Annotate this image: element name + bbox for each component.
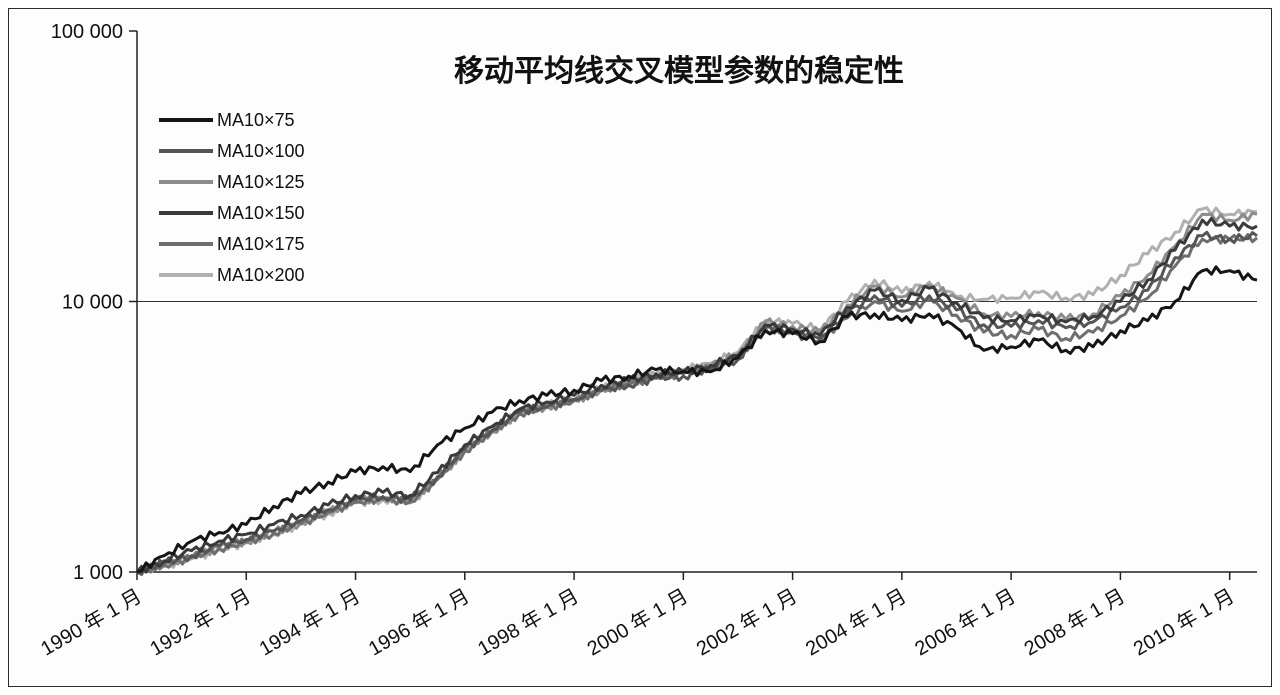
legend-label: MA10×75 [217, 110, 295, 130]
x-tick-label: 2006 年 1 月 [911, 584, 1020, 660]
x-tick-label: 1990 年 1 月 [37, 584, 146, 660]
legend-label: MA10×125 [217, 172, 305, 192]
x-tick-label: 2002 年 1 月 [692, 584, 801, 660]
x-axis-ticks: 1990 年 1 月 1992 年 1 月 1994 年 1 月 1996 年 1 月… [37, 572, 1238, 660]
legend-label: MA10×200 [217, 265, 305, 285]
y-axis-ticks: 1 000 10 000 100 000 [51, 21, 137, 584]
series-line-MA10×75 [136, 265, 1258, 574]
y-tick-label: 1 000 [73, 562, 123, 584]
legend: MA10×75 MA10×100 MA10×125 MA10×150 MA10×175 M… [159, 110, 305, 285]
x-tick-label: 1992 年 1 月 [146, 584, 255, 660]
y-tick-label: 10 000 [62, 292, 123, 314]
x-tick-label: 2010 年 1 月 [1129, 584, 1238, 660]
chart-frame: 移动平均线交叉模型参数的稳定性 1 000 10 000 100 000 1990 … [8, 8, 1272, 687]
x-tick-label: 2000 年 1 月 [583, 584, 692, 660]
chart-canvas: 移动平均线交叉模型参数的稳定性 1 000 10 000 100 000 1990 … [37, 21, 1258, 660]
x-tick-label: 1996 年 1 月 [365, 584, 474, 660]
legend-label: MA10×150 [217, 203, 305, 223]
x-tick-label: 2008 年 1 月 [1020, 584, 1129, 660]
x-tick-label: 1998 年 1 月 [474, 584, 583, 660]
x-tick-label: 2004 年 1 月 [802, 584, 911, 660]
chart-title: 移动平均线交叉模型参数的稳定性 [454, 54, 904, 88]
series-lines [135, 206, 1258, 576]
x-tick-label: 1994 年 1 月 [255, 584, 364, 660]
series-line-MA10×175 [136, 233, 1258, 574]
series-line-MA10×150 [135, 216, 1258, 574]
y-tick-label: 100 000 [51, 21, 123, 43]
legend-label: MA10×175 [217, 234, 305, 254]
legend-label: MA10×100 [217, 141, 305, 161]
